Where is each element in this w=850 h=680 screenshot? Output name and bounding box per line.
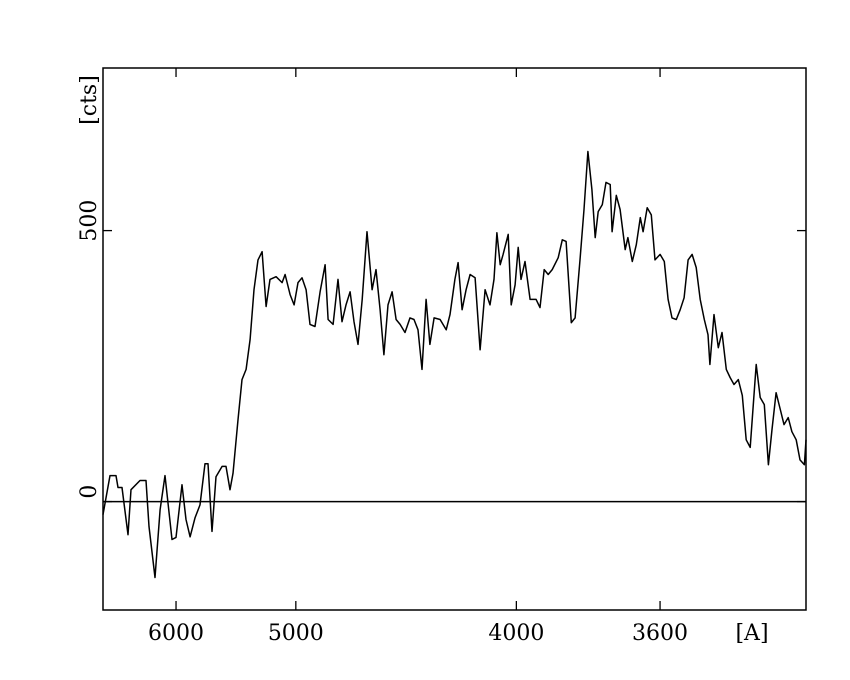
x-tick-label: 4000 <box>488 621 544 646</box>
y-tick-label: 500 <box>77 200 102 242</box>
x-tick-label: 3600 <box>632 621 688 646</box>
y-axis-label: [cts] <box>77 75 102 125</box>
plot-frame <box>102 67 807 611</box>
y-tick-label: 0 <box>77 485 102 499</box>
x-axis-label: [A] <box>735 621 768 646</box>
spectrum-line <box>102 150 807 579</box>
x-tick-label: 5000 <box>268 621 324 646</box>
x-tick-label: 6000 <box>148 621 204 646</box>
